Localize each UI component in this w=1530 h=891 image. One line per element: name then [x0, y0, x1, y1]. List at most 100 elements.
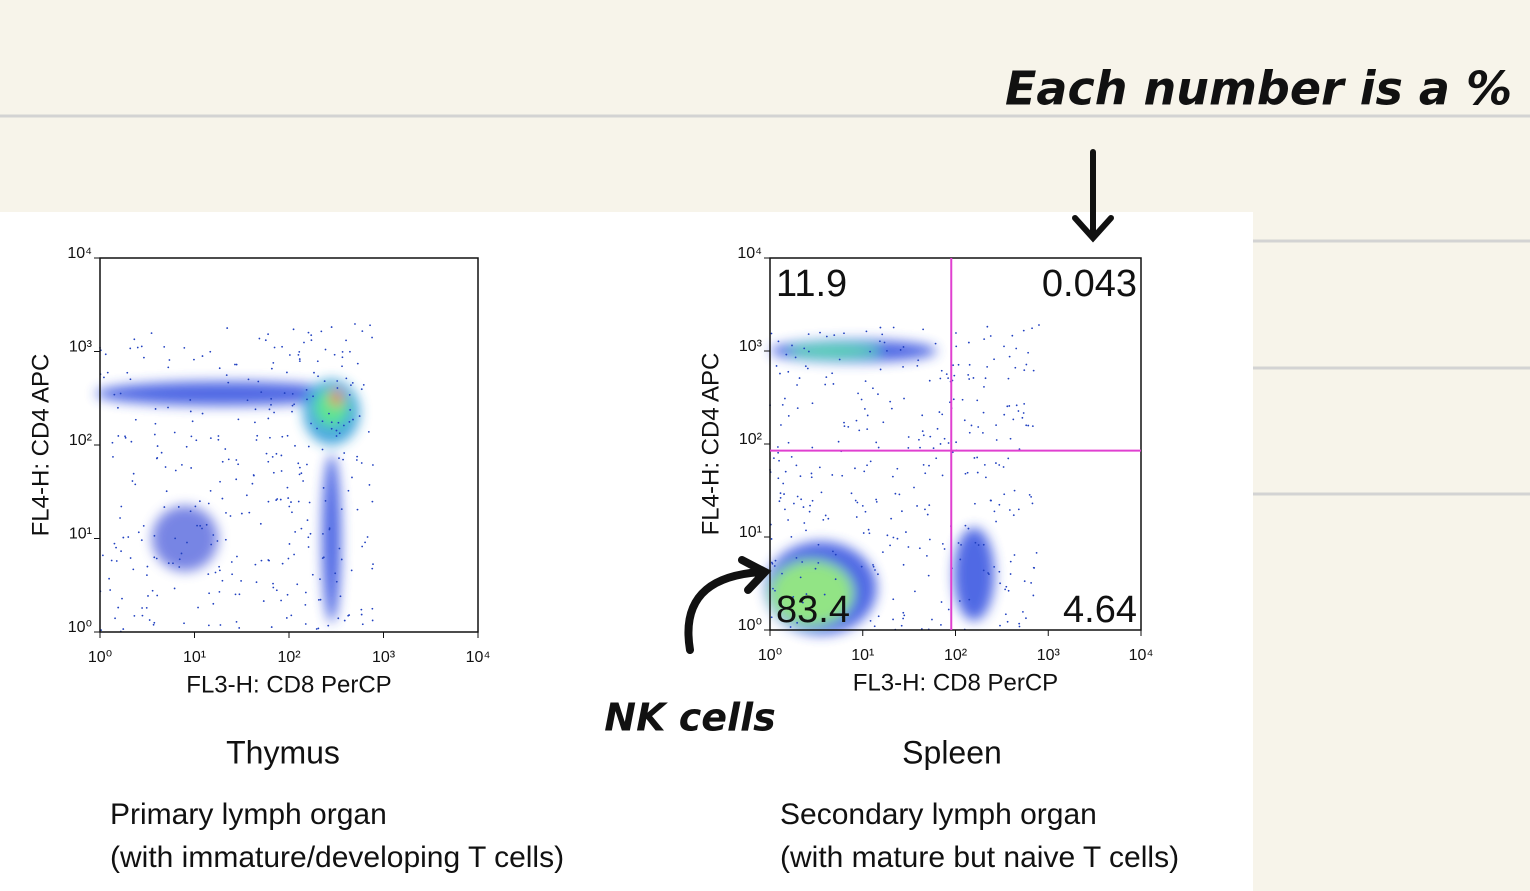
event-dot — [189, 510, 192, 513]
event-dot — [872, 564, 874, 566]
event-dot — [254, 563, 257, 566]
event-dot — [854, 499, 857, 502]
event-dot — [1030, 495, 1033, 498]
event-dot — [1011, 334, 1014, 337]
event-dot — [892, 598, 895, 601]
event-dot — [790, 455, 793, 458]
event-dot — [306, 463, 308, 466]
event-dot — [824, 383, 827, 386]
event-dot — [297, 500, 300, 503]
event-dot — [810, 472, 813, 475]
event-dot — [872, 387, 874, 390]
event-dot — [964, 524, 967, 527]
event-dot — [152, 623, 155, 626]
event-dot — [982, 569, 985, 572]
event-dot — [272, 471, 275, 474]
event-dot — [291, 404, 294, 407]
event-dot — [973, 457, 976, 459]
event-dot — [987, 572, 989, 574]
event-dot — [866, 464, 868, 467]
event-dot — [178, 558, 181, 561]
event-dot — [794, 356, 797, 359]
event-dot — [1033, 567, 1036, 569]
event-dot — [993, 358, 995, 361]
event-dot — [272, 361, 275, 364]
event-dot — [860, 565, 863, 568]
event-dot — [199, 524, 202, 527]
event-dot — [795, 556, 798, 559]
event-dot — [117, 606, 120, 609]
event-dot — [167, 562, 170, 565]
event-dot — [350, 384, 352, 387]
event-dot — [273, 411, 275, 414]
event-dot — [306, 398, 308, 401]
event-dot — [1009, 437, 1012, 440]
event-dot — [913, 486, 915, 489]
event-dot — [921, 430, 924, 433]
event-dot — [892, 618, 894, 621]
event-dot — [347, 614, 350, 617]
event-dot — [934, 342, 937, 345]
event-dot — [319, 598, 322, 601]
event-dot — [960, 543, 962, 546]
event-dot — [940, 624, 942, 626]
event-dot — [814, 567, 817, 570]
event-dot — [180, 463, 183, 466]
event-dot — [970, 424, 973, 427]
event-dot — [984, 377, 987, 380]
event-dot — [822, 519, 825, 521]
event-dot — [338, 457, 340, 460]
cloud-blob — [95, 381, 351, 406]
event-dot — [271, 456, 274, 458]
event-dot — [1031, 502, 1034, 505]
event-dot — [834, 553, 837, 556]
event-dot — [214, 571, 217, 574]
event-dot — [779, 372, 781, 375]
event-dot — [860, 398, 863, 401]
event-dot — [984, 476, 987, 479]
event-dot — [983, 463, 986, 466]
event-dot — [787, 441, 790, 444]
event-dot — [995, 462, 997, 464]
event-dot — [778, 459, 780, 462]
event-dot — [340, 508, 343, 511]
event-dot — [352, 418, 354, 421]
event-dot — [275, 452, 278, 455]
event-dot — [907, 436, 910, 438]
event-dot — [939, 443, 942, 445]
event-dot — [321, 420, 324, 423]
caption-line: Primary lymph organ — [110, 798, 387, 831]
x-tick-label: 10² — [944, 647, 968, 664]
event-dot — [235, 478, 238, 481]
event-dot — [227, 381, 230, 384]
event-dot — [285, 617, 288, 619]
event-dot — [225, 374, 228, 377]
event-dot — [209, 350, 212, 353]
event-dot — [120, 550, 122, 553]
event-dot — [968, 378, 971, 380]
event-dot — [129, 557, 132, 559]
event-dot — [298, 358, 301, 360]
event-dot — [878, 340, 881, 343]
event-dot — [1027, 424, 1030, 427]
event-dot — [927, 574, 930, 577]
event-dot — [160, 451, 163, 454]
event-dot — [280, 470, 283, 472]
event-dot — [154, 408, 157, 410]
event-dot — [308, 501, 311, 504]
event-dot — [341, 365, 343, 368]
event-dot — [899, 349, 902, 351]
event-dot — [190, 467, 193, 469]
event-dot — [938, 411, 941, 413]
event-dot — [808, 510, 811, 513]
event-dot — [235, 621, 238, 623]
event-dot — [185, 445, 188, 448]
event-dot — [360, 388, 363, 391]
event-dot — [902, 611, 905, 614]
event-dot — [270, 367, 273, 370]
event-dot — [855, 419, 858, 422]
event-dot — [112, 455, 114, 458]
event-dot — [333, 353, 336, 356]
event-dot — [918, 438, 920, 441]
event-dot — [122, 536, 125, 539]
